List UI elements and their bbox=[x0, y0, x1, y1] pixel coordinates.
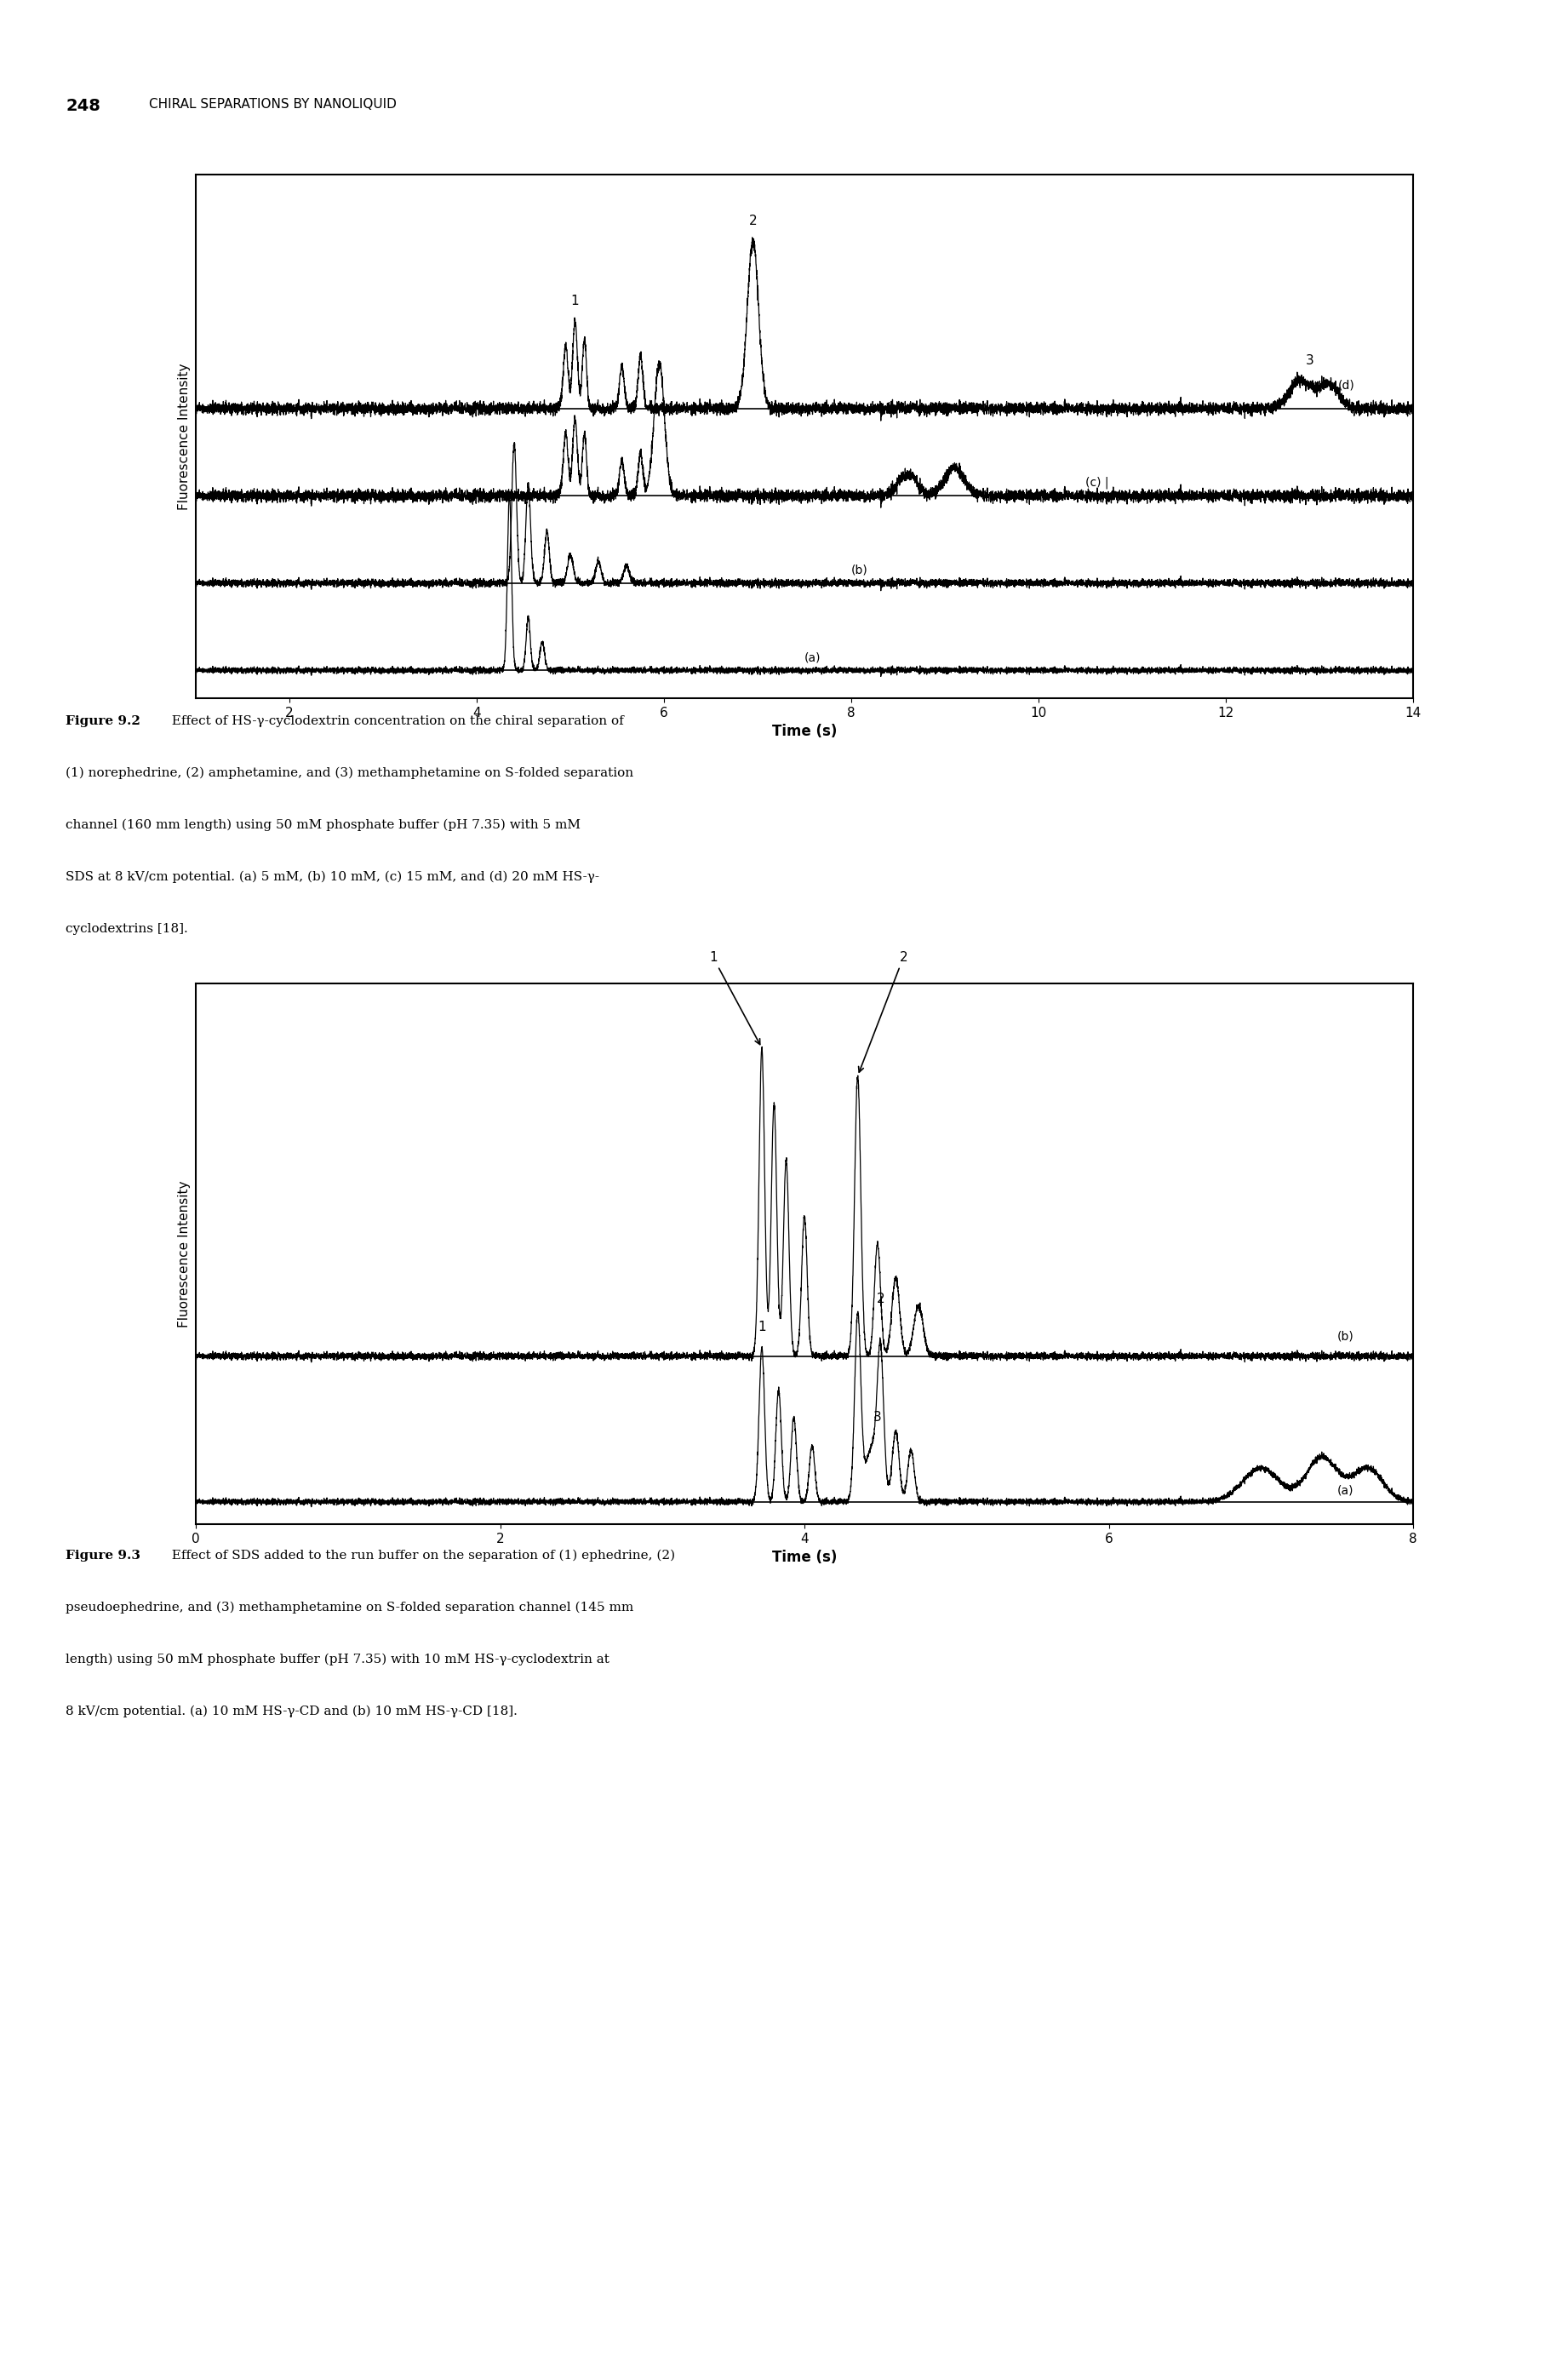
Text: 3: 3 bbox=[873, 1410, 881, 1424]
Text: Figure 9.2: Figure 9.2 bbox=[66, 716, 141, 727]
Text: pseudoephedrine, and (3) methamphetamine on S-folded separation channel (145 mm: pseudoephedrine, and (3) methamphetamine… bbox=[66, 1601, 633, 1613]
Text: 1: 1 bbox=[571, 295, 579, 307]
Y-axis label: Fluorescence Intensity: Fluorescence Intensity bbox=[179, 1181, 191, 1327]
Text: 1: 1 bbox=[709, 952, 760, 1044]
Text: Figure 9.3: Figure 9.3 bbox=[66, 1549, 141, 1561]
Text: (1) norephedrine, (2) amphetamine, and (3) methamphetamine on S-folded separatio: (1) norephedrine, (2) amphetamine, and (… bbox=[66, 768, 633, 779]
Text: Effect of SDS added to the run buffer on the separation of (1) ephedrine, (2): Effect of SDS added to the run buffer on… bbox=[163, 1549, 674, 1561]
Y-axis label: Fluorescence Intensity: Fluorescence Intensity bbox=[179, 364, 191, 510]
Text: SDS at 8 kV/cm potential. (a) 5 mM, (b) 10 mM, (c) 15 mM, and (d) 20 mM HS-γ-: SDS at 8 kV/cm potential. (a) 5 mM, (b) … bbox=[66, 872, 599, 883]
Text: (a): (a) bbox=[804, 652, 822, 664]
Text: 2: 2 bbox=[750, 215, 757, 227]
Text: 8 kV/cm potential. (a) 10 mM HS-γ-CD and (b) 10 mM HS-γ-CD [18].: 8 kV/cm potential. (a) 10 mM HS-γ-CD and… bbox=[66, 1705, 517, 1717]
Text: (d): (d) bbox=[1338, 378, 1355, 392]
Text: 3: 3 bbox=[1306, 354, 1314, 366]
Text: (a): (a) bbox=[1338, 1483, 1353, 1495]
Text: channel (160 mm length) using 50 mM phosphate buffer (pH 7.35) with 5 mM: channel (160 mm length) using 50 mM phos… bbox=[66, 820, 580, 831]
Text: 1: 1 bbox=[757, 1320, 765, 1335]
Text: length) using 50 mM phosphate buffer (pH 7.35) with 10 mM HS-γ-cyclodextrin at: length) using 50 mM phosphate buffer (pH… bbox=[66, 1653, 610, 1665]
X-axis label: Time (s): Time (s) bbox=[771, 1549, 837, 1566]
Text: Effect of HS-γ-cyclodextrin concentration on the chiral separation of: Effect of HS-γ-cyclodextrin concentratio… bbox=[163, 716, 624, 727]
Text: (c) |: (c) | bbox=[1085, 477, 1109, 489]
Text: (b): (b) bbox=[1338, 1330, 1353, 1342]
Text: 248: 248 bbox=[66, 97, 100, 113]
X-axis label: Time (s): Time (s) bbox=[771, 725, 837, 739]
Text: (b): (b) bbox=[851, 565, 869, 576]
Text: cyclodextrins [18].: cyclodextrins [18]. bbox=[66, 924, 188, 935]
Text: 2: 2 bbox=[877, 1292, 884, 1306]
Text: 2: 2 bbox=[859, 952, 908, 1072]
Text: CHIRAL SEPARATIONS BY NANOLIQUID: CHIRAL SEPARATIONS BY NANOLIQUID bbox=[149, 97, 397, 111]
